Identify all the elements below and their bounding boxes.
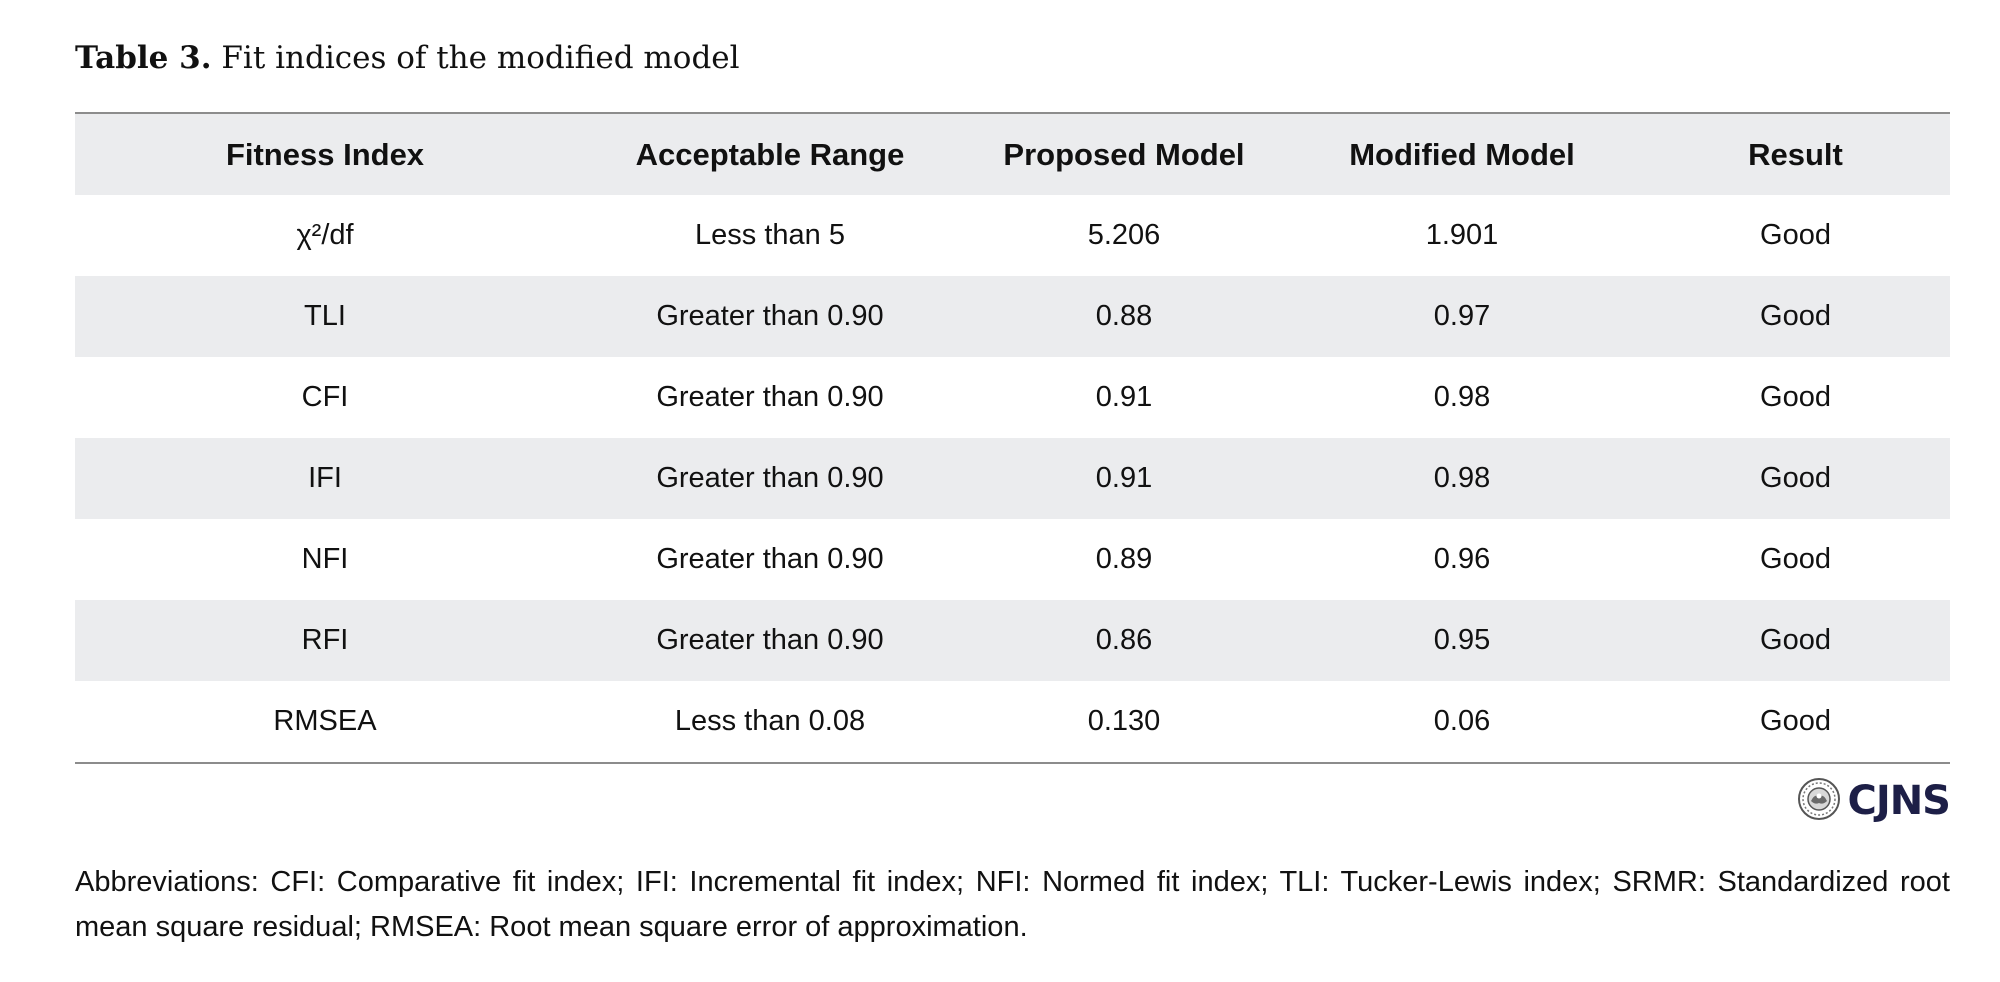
cell-acceptable-range: Greater than 0.90 — [575, 600, 965, 681]
fit-indices-table-container: Fitness Index Acceptable Range Proposed … — [75, 112, 1950, 764]
cell-result: Good — [1641, 276, 1950, 357]
journal-logo: CJNS — [1797, 776, 1951, 826]
table-row: χ²/df Less than 5 5.206 1.901 Good — [75, 195, 1950, 276]
table-row: RMSEA Less than 0.08 0.130 0.06 Good — [75, 681, 1950, 762]
cell-result: Good — [1641, 600, 1950, 681]
cell-acceptable-range: Greater than 0.90 — [575, 438, 965, 519]
cell-fitness-index: χ²/df — [296, 219, 354, 251]
cell-modified-model: 0.06 — [1433, 705, 1491, 737]
header-modified-model: Modified Model — [1283, 114, 1641, 195]
table-row: RFI Greater than 0.90 0.86 0.95 Good — [75, 600, 1950, 681]
cell-modified-model: 0.98 — [1433, 381, 1491, 413]
table-caption-text: Fit indices of the modified model — [221, 40, 740, 76]
cell-proposed-model: 0.88 — [965, 276, 1283, 357]
table-row: NFI Greater than 0.90 0.89 0.96 Good — [75, 519, 1950, 600]
cell-fitness-index: RMSEA — [273, 705, 377, 737]
cell-acceptable-range: Less than 5 — [695, 219, 845, 251]
cell-acceptable-range: Greater than 0.90 — [656, 543, 884, 575]
header-acceptable-range: Acceptable Range — [575, 114, 965, 195]
cell-acceptable-range: Less than 0.08 — [674, 705, 866, 737]
cell-modified-model: 0.98 — [1283, 438, 1641, 519]
fit-indices-table: Fitness Index Acceptable Range Proposed … — [75, 114, 1950, 762]
cell-proposed-model: 0.89 — [1095, 543, 1153, 575]
cell-result: Good — [1760, 219, 1831, 251]
table-caption: Table 3. Fit indices of the modified mod… — [75, 36, 740, 80]
cell-proposed-model: 0.91 — [965, 438, 1283, 519]
table-header-row: Fitness Index Acceptable Range Proposed … — [75, 114, 1950, 195]
journal-logo-text: CJNS — [1847, 778, 1951, 824]
cell-modified-model: 0.95 — [1283, 600, 1641, 681]
cell-proposed-model: 5.206 — [1087, 219, 1161, 251]
journal-seal-icon — [1797, 777, 1841, 826]
cell-fitness-index: IFI — [75, 438, 575, 519]
header-fitness-index: Fitness Index — [75, 114, 575, 195]
cell-proposed-model: 0.130 — [1087, 705, 1161, 737]
cell-fitness-index: TLI — [75, 276, 575, 357]
cell-fitness-index: NFI — [301, 543, 349, 575]
cell-fitness-index: RFI — [75, 600, 575, 681]
cell-acceptable-range: Greater than 0.90 — [575, 276, 965, 357]
cell-modified-model: 0.96 — [1433, 543, 1491, 575]
cell-proposed-model: 0.86 — [965, 600, 1283, 681]
cell-result: Good — [1760, 381, 1831, 413]
cell-modified-model: 0.97 — [1283, 276, 1641, 357]
cell-modified-model: 1.901 — [1425, 219, 1499, 251]
table-caption-label: Table 3. — [75, 40, 212, 76]
cell-fitness-index: CFI — [301, 381, 349, 413]
table-row: CFI Greater than 0.90 0.91 0.98 Good — [75, 357, 1950, 438]
cell-result: Good — [1641, 438, 1950, 519]
cell-result: Good — [1760, 543, 1831, 575]
cell-result: Good — [1760, 705, 1831, 737]
cell-proposed-model: 0.91 — [1095, 381, 1153, 413]
table-footnote: Abbreviations: CFI: Comparative fit inde… — [75, 866, 1950, 943]
header-result: Result — [1641, 114, 1950, 195]
table-row: TLI Greater than 0.90 0.88 0.97 Good — [75, 276, 1950, 357]
cell-acceptable-range: Greater than 0.90 — [656, 381, 884, 413]
table-row: IFI Greater than 0.90 0.91 0.98 Good — [75, 438, 1950, 519]
header-proposed-model: Proposed Model — [965, 114, 1283, 195]
